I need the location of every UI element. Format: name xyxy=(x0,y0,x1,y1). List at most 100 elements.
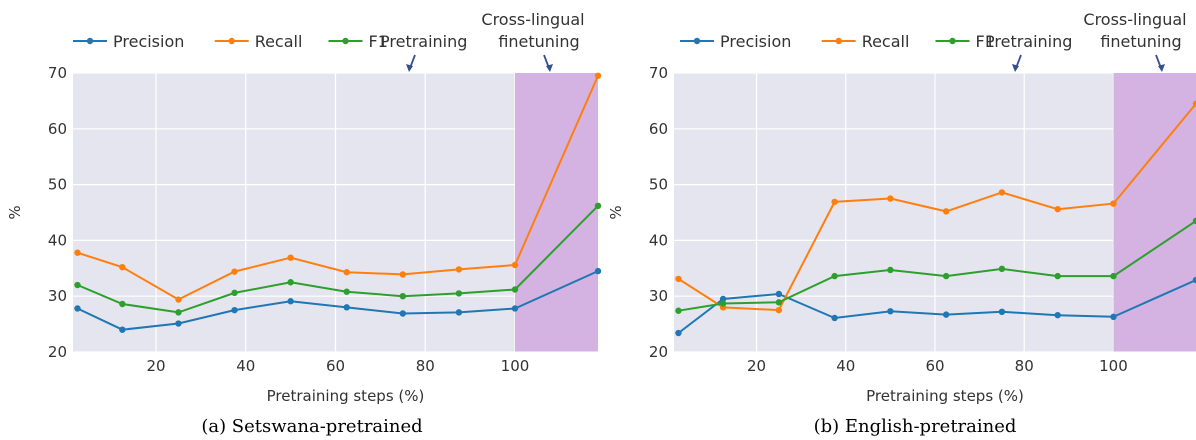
series-line-precision xyxy=(77,270,599,331)
data-point-f1 xyxy=(775,299,783,306)
legend-marker-precision xyxy=(86,37,94,45)
data-point-precision xyxy=(775,290,783,298)
data-point-recall xyxy=(887,195,894,202)
data-point-f1 xyxy=(399,293,407,300)
data-point-recall xyxy=(942,208,950,215)
annotation-crosslingual-1: Cross-lingual xyxy=(481,10,584,29)
y-tick-label: 70 xyxy=(649,64,668,82)
data-point-recall xyxy=(1192,100,1196,107)
y-tick-label: 60 xyxy=(48,120,67,138)
data-point-f1 xyxy=(594,202,602,210)
data-point-recall xyxy=(287,254,294,261)
panel-caption: (b) English-pretrained xyxy=(814,416,1017,437)
data-point-f1 xyxy=(719,300,727,307)
legend-label-recall: Recall xyxy=(255,32,303,51)
data-point-f1 xyxy=(1192,217,1196,225)
data-point-precision xyxy=(343,304,350,311)
legend-marker-recall xyxy=(228,37,235,45)
legend: Precision Recall F1 xyxy=(680,32,995,51)
legend-marker-f1 xyxy=(949,37,956,45)
data-point-f1 xyxy=(831,272,838,280)
legend-label-recall: Recall xyxy=(862,32,910,51)
data-point-f1 xyxy=(1110,272,1117,280)
y-tick-label: 30 xyxy=(649,287,668,305)
data-point-recall xyxy=(998,189,1006,196)
data-point-recall xyxy=(831,198,838,206)
data-point-recall xyxy=(231,268,238,275)
data-point-recall xyxy=(511,261,519,269)
data-point-f1 xyxy=(887,266,894,274)
y-tick-label: 40 xyxy=(649,231,668,249)
data-point-precision xyxy=(942,311,950,318)
y-tick-label: 70 xyxy=(48,64,67,82)
panel-caption: (a) Setswana-pretrained xyxy=(201,416,422,437)
x-tick-label: 80 xyxy=(416,357,435,375)
data-point-f1 xyxy=(343,288,350,295)
data-point-precision xyxy=(399,310,407,317)
data-point-f1 xyxy=(175,309,182,316)
x-axis-title: Pretraining steps (%) xyxy=(267,387,425,405)
data-point-precision xyxy=(1192,276,1196,284)
data-point-precision xyxy=(998,308,1006,316)
data-point-recall xyxy=(775,306,783,314)
y-tick-label: 30 xyxy=(48,287,67,305)
y-axis-title: % xyxy=(607,205,625,219)
data-point-recall xyxy=(175,296,182,303)
legend-label-precision: Precision xyxy=(720,32,791,51)
data-point-precision xyxy=(675,329,682,337)
legend-label-precision: Precision xyxy=(113,32,184,51)
data-point-precision xyxy=(1110,313,1117,321)
data-point-precision xyxy=(455,309,463,316)
data-point-recall xyxy=(343,269,350,276)
arrow-head-pretraining xyxy=(406,64,413,72)
y-tick-label: 50 xyxy=(48,176,67,194)
annotation-crosslingual-2: finetuning xyxy=(1100,32,1181,51)
data-point-f1 xyxy=(231,289,238,297)
data-point-recall xyxy=(675,275,682,283)
y-tick-label: 20 xyxy=(649,343,668,361)
x-tick-label: 80 xyxy=(1015,357,1034,375)
chart-panel-b: 20 40 60 80 100 20 30 40 50 60 70 Pretraining steps… xyxy=(607,10,1196,437)
data-point-f1 xyxy=(675,307,682,314)
series-line-precision xyxy=(677,279,1196,334)
data-point-precision xyxy=(594,267,602,275)
finetuning-region xyxy=(514,73,598,352)
data-point-f1 xyxy=(511,286,519,293)
series-line-recall xyxy=(77,75,599,301)
data-point-recall xyxy=(74,249,81,256)
data-point-f1 xyxy=(1054,272,1061,280)
data-point-precision xyxy=(511,305,519,312)
data-point-recall xyxy=(119,263,126,271)
data-point-recall xyxy=(1110,200,1117,207)
data-point-precision xyxy=(287,298,294,305)
legend-label-f1: F1 xyxy=(369,32,388,51)
annotation-crosslingual-1: Cross-lingual xyxy=(1083,10,1186,29)
data-point-recall xyxy=(1054,205,1061,213)
data-point-recall xyxy=(455,266,463,273)
x-axis-title: Pretraining steps (%) xyxy=(866,387,1024,405)
x-tick-label: 40 xyxy=(236,357,255,375)
data-point-precision xyxy=(231,306,238,314)
legend-marker-f1 xyxy=(342,37,349,45)
x-tick-label: 60 xyxy=(925,357,944,375)
data-point-f1 xyxy=(74,281,81,289)
annotation-pretraining: Pretraining xyxy=(380,32,467,51)
arrow-head-pretraining xyxy=(1012,64,1019,72)
data-point-precision xyxy=(719,295,727,303)
series-line-recall xyxy=(677,103,1196,312)
legend: Precision Recall F1 xyxy=(73,32,388,51)
legend-label-f1: F1 xyxy=(976,32,995,51)
data-point-recall xyxy=(399,271,407,278)
y-axis-title: % xyxy=(6,205,24,219)
data-point-precision xyxy=(831,314,838,322)
legend-marker-precision xyxy=(693,37,701,45)
annotation-crosslingual-2: finetuning xyxy=(498,32,579,51)
data-point-precision xyxy=(175,320,182,327)
data-point-precision xyxy=(887,308,894,315)
x-tick-label: 100 xyxy=(501,357,530,375)
y-tick-label: 60 xyxy=(649,120,668,138)
x-tick-label: 100 xyxy=(1099,357,1128,375)
data-point-f1 xyxy=(455,290,463,297)
y-tick-label: 20 xyxy=(48,343,67,361)
data-point-precision xyxy=(1054,311,1061,319)
